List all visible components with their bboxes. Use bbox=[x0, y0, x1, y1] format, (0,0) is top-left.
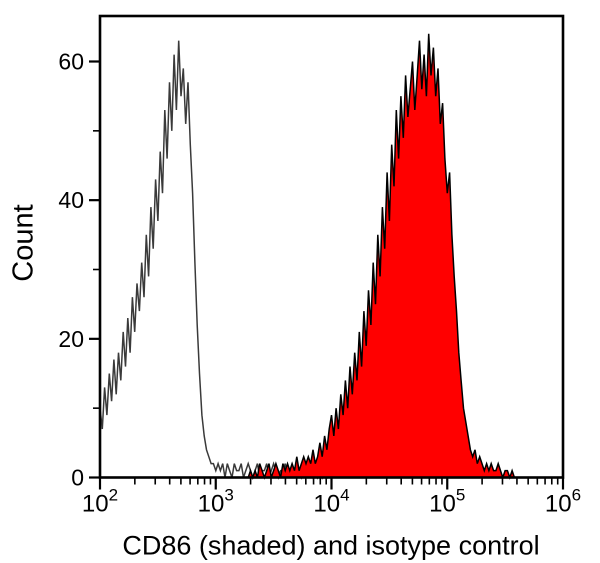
x-tick-label: 103 bbox=[198, 486, 234, 518]
x-tick-label: 106 bbox=[545, 486, 581, 518]
x-tick-label: 102 bbox=[82, 486, 118, 518]
x-tick-label: 105 bbox=[429, 486, 465, 518]
y-tick-label: 0 bbox=[71, 465, 84, 491]
y-tick-label: 20 bbox=[58, 326, 84, 352]
x-tick-label: 104 bbox=[313, 486, 349, 518]
series-isotype-control bbox=[99, 40, 563, 480]
y-tick-label: 60 bbox=[58, 49, 84, 75]
plot-frame bbox=[98, 14, 565, 479]
y-tick-label: 40 bbox=[58, 187, 84, 213]
x-axis-title: CD86 (shaded) and isotype control bbox=[122, 530, 540, 561]
